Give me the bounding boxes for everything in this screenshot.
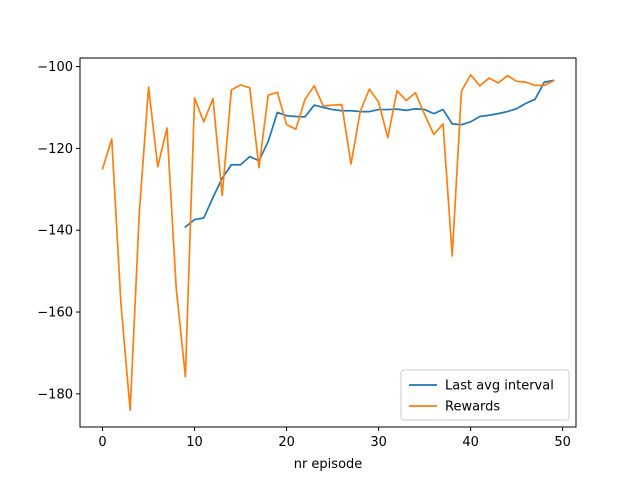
y-tick-label: −180 bbox=[37, 387, 73, 402]
axes-frame bbox=[79, 57, 577, 428]
legend-label: Last avg interval bbox=[445, 379, 554, 394]
y-tick-label: −160 bbox=[37, 306, 73, 321]
y-tick-label: −140 bbox=[37, 224, 73, 239]
plot-lines bbox=[101, 73, 555, 412]
legend-label: Rewards bbox=[445, 400, 500, 415]
legend-box bbox=[400, 369, 570, 421]
legend: Last avg interval Rewards bbox=[400, 369, 570, 421]
x-tick-label: 30 bbox=[370, 435, 387, 450]
x-tick-label: 0 bbox=[98, 435, 106, 450]
series-line-last-avg-interval bbox=[184, 79, 555, 229]
x-tick-label: 20 bbox=[278, 435, 295, 450]
y-tick-label: −100 bbox=[37, 60, 73, 75]
x-tick-label: 10 bbox=[186, 435, 203, 450]
x-tick-label: 50 bbox=[554, 435, 571, 450]
y-axis: −180 −160 −140 −120 −100 bbox=[37, 60, 80, 402]
x-axis-title: nr episode bbox=[294, 457, 363, 472]
y-tick-label: −120 bbox=[37, 142, 73, 157]
series-line-rewards bbox=[101, 73, 555, 412]
x-axis: 0 10 20 30 40 50 bbox=[98, 427, 571, 450]
x-tick-label: 40 bbox=[462, 435, 479, 450]
